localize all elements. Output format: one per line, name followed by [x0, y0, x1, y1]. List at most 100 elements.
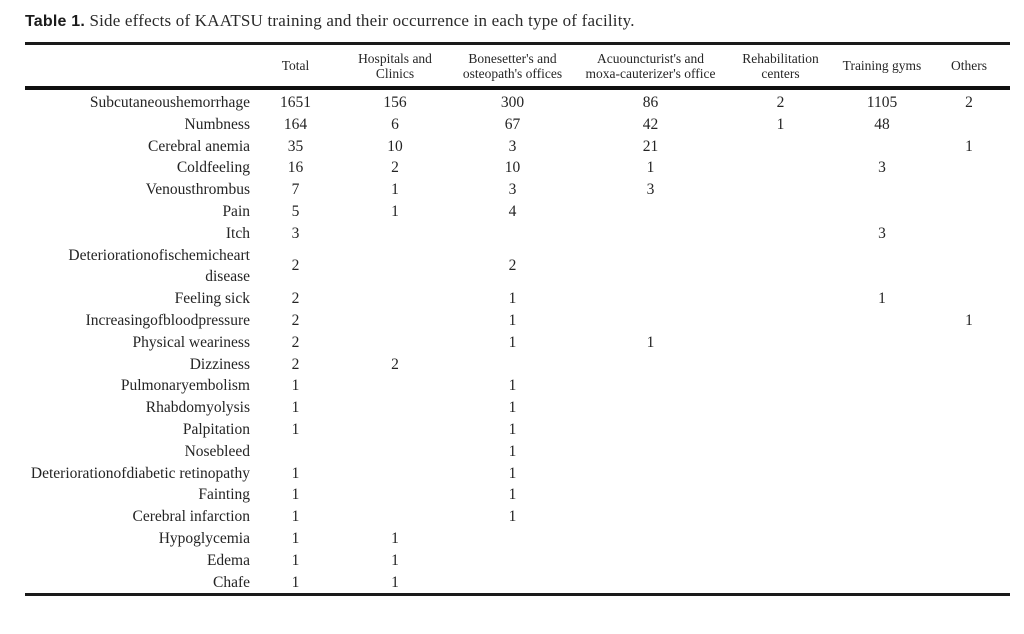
column-header-others: Others [928, 43, 1010, 90]
table-cell [836, 310, 928, 332]
table-cell [725, 354, 836, 376]
table-cell: 2 [776, 94, 785, 111]
table-cell [341, 375, 449, 397]
column-header-line: Bonesetter's and [468, 50, 557, 66]
table-cell: 2 [965, 94, 973, 111]
column-header-line: moxa-cauterizer's office [585, 65, 716, 81]
table-cell [449, 572, 576, 595]
row-label: Cerebral anemia [148, 137, 250, 155]
row-label: Venousthrombus [145, 181, 250, 199]
column-header-line: osteopath's offices [462, 65, 563, 81]
table-cell [576, 572, 725, 595]
table-cell: 1 [776, 115, 785, 133]
row-label: Nosebleed [184, 442, 250, 460]
table-cell [928, 179, 1010, 201]
row-label: Hypoglycemia [158, 529, 250, 547]
table-cell [928, 114, 1010, 136]
table-cell: 4 [508, 202, 517, 220]
column-header-training-gyms: Training gyms [836, 43, 928, 90]
column-header-line: Training gyms [842, 58, 922, 73]
table-cell [928, 157, 1010, 179]
table-row: Fainting 1 1 [25, 484, 1010, 506]
table-cell [836, 506, 928, 528]
table-cell [576, 441, 725, 463]
table-cell [341, 397, 449, 419]
column-header-line: Hospitals and [358, 50, 432, 66]
table-cell: 1 [508, 290, 517, 308]
column-header-hospitals-clinics: Hospitals and Clinics [341, 43, 449, 90]
row-label: Chafe [212, 573, 250, 591]
column-header-total: Total [250, 43, 341, 90]
column-header-rehabilitation-centers: Rehabilitation centers [725, 43, 836, 90]
table-cell: 1 [391, 181, 399, 199]
table-cell: 1651 [280, 94, 311, 111]
table-cell [928, 288, 1010, 310]
table-cell [725, 157, 836, 179]
table-cell: 1 [291, 420, 300, 438]
table-cell [341, 484, 449, 506]
table-cell [725, 136, 836, 158]
table-cell [576, 528, 725, 550]
table-cell [725, 288, 836, 310]
table-cell: 1 [291, 399, 300, 417]
table-cell: 164 [283, 115, 308, 133]
table-cell [449, 354, 576, 376]
table-row: Nosebleed 1 [25, 441, 1010, 463]
table-cell: 16 [287, 159, 304, 177]
table-cell: 1 [291, 464, 300, 482]
table-cell [576, 550, 725, 572]
column-header-line: Acuouncturist's and [596, 50, 705, 66]
table-cell [725, 572, 836, 595]
table-row: Increasingofbloodpressure 2 1 1 [25, 310, 1010, 332]
table-cell [928, 463, 1010, 485]
row-label: Deteriorationofdiabetic retinopathy [30, 464, 250, 482]
table-cell [836, 354, 928, 376]
table-cell [725, 484, 836, 506]
table-cell: 2 [391, 159, 399, 177]
table-caption: Table 1. Side effects of KAATSU training… [25, 8, 1010, 35]
table-row: Deteriorationofischemicheart disease 2 2 [25, 245, 1010, 289]
table-cell [725, 310, 836, 332]
table-cell: 1 [391, 529, 399, 547]
table-cell: 1 [646, 159, 655, 177]
table-cell: 1 [391, 551, 399, 569]
table-cell [576, 201, 725, 223]
table-cell: 35 [287, 137, 304, 155]
table-cell [928, 550, 1010, 572]
table-cell: 3 [878, 159, 886, 177]
table-cell [928, 528, 1010, 550]
column-header-acupuncturists-moxa: Acuouncturist's and moxa-cauterizer's off… [576, 43, 725, 90]
row-label: Pulmonaryembolism [120, 377, 250, 395]
table-row: Cerebral infarction 1 1 [25, 506, 1010, 528]
column-header-bonesetters-osteopaths: Bonesetter's and osteopath's offices [449, 43, 576, 90]
table-cell: 1 [291, 508, 300, 526]
table-cell: 5 [291, 202, 300, 220]
table-header-row: Total Hospitals and Clinics Bonesetter's an… [25, 43, 1010, 90]
table-cell [725, 463, 836, 485]
table-cell [725, 506, 836, 528]
row-label: Dizziness [189, 355, 250, 373]
table-cell [836, 528, 928, 550]
table-row: Feeling sick 2 1 1 [25, 288, 1010, 310]
table-cell [576, 223, 725, 245]
table-body: Subcutaneoushemorrhage 1651 156 300 86 2 1105 2… [25, 88, 1010, 595]
table-cell [928, 506, 1010, 528]
table-cell [341, 223, 449, 245]
table-cell: 1 [291, 573, 300, 591]
side-effects-table: Total Hospitals and Clinics Bonesetter's an… [25, 42, 1010, 597]
table-cell: 2 [291, 355, 300, 373]
table-row: Dizziness 2 2 [25, 354, 1010, 376]
table-row: Rhabdomyolysis 1 1 [25, 397, 1010, 419]
row-label: Rhabdomyolysis [145, 399, 250, 417]
table-cell [836, 463, 928, 485]
table-row: Coldfeeling 16 2 10 1 3 [25, 157, 1010, 179]
row-label: Fainting [198, 486, 250, 504]
table-cell: 1 [508, 508, 517, 526]
table-cell [836, 484, 928, 506]
table-row: Deteriorationofdiabetic retinopathy 1 1 [25, 463, 1010, 485]
table-cell: 2 [391, 355, 399, 373]
table-cell: 2 [508, 257, 517, 275]
table-cell: 1 [291, 377, 300, 395]
table-cell [928, 572, 1010, 595]
table-cell: 48 [874, 115, 890, 133]
